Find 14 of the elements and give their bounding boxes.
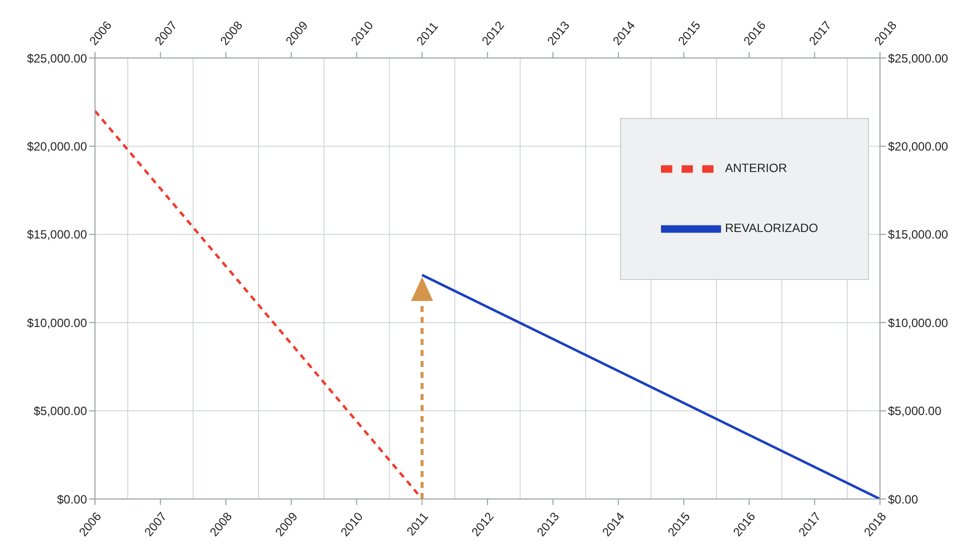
y-tick-label: $25,000.00 [26,51,88,66]
y2-tick-label: $0.00 [888,492,918,506]
y2-tick-label: $20,000.00 [888,139,948,154]
legend-label: ANTERIOR [725,161,788,176]
y-tick-label: $0.00 [56,492,88,506]
y2-tick-label: $5,000.00 [888,404,942,418]
y-tick-label: $10,000.00 [26,316,88,330]
y2-tick-label: $10,000.00 [888,316,948,330]
legend-label: REVALORIZADO [725,221,818,236]
y-tick-label: $20,000.00 [26,139,88,154]
y-tick-label: $15,000.00 [26,228,88,242]
y-tick-label: $5,000.00 [34,404,88,418]
y2-tick-label: $15,000.00 [888,228,948,242]
y2-tick-label: $25,000.00 [888,51,948,66]
